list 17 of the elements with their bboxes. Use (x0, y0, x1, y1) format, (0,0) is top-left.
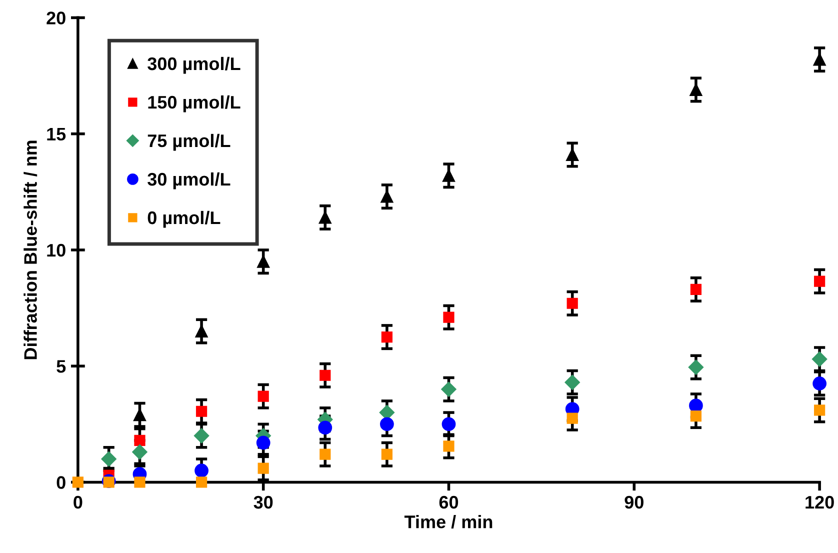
x-axis-title: Time / min (404, 515, 492, 528)
x-tick-label: 60 (439, 496, 458, 509)
y-tick-label: 5 (56, 360, 66, 373)
x-tick-label: 120 (806, 496, 834, 509)
legend-label: 75 µmol/L (148, 134, 230, 151)
legend-label: 0 µmol/L (148, 210, 220, 228)
x-tick-label: 0 (74, 496, 82, 509)
legend-label: 150 µmol/L (148, 95, 240, 112)
y-tick-label: 20 (46, 12, 66, 24)
y-tick-label: 10 (47, 244, 66, 257)
legend-label: 30 µmol/L (148, 172, 230, 190)
y-tick-label: 0 (56, 476, 66, 489)
y-axis-title: Diffraction Blue-shift / nm (24, 140, 38, 360)
x-tick-label: 90 (624, 496, 644, 509)
x-tick-label: 30 (254, 496, 273, 509)
legend-label: 300 µmol/L (148, 56, 240, 74)
y-tick-label: 15 (47, 128, 66, 141)
